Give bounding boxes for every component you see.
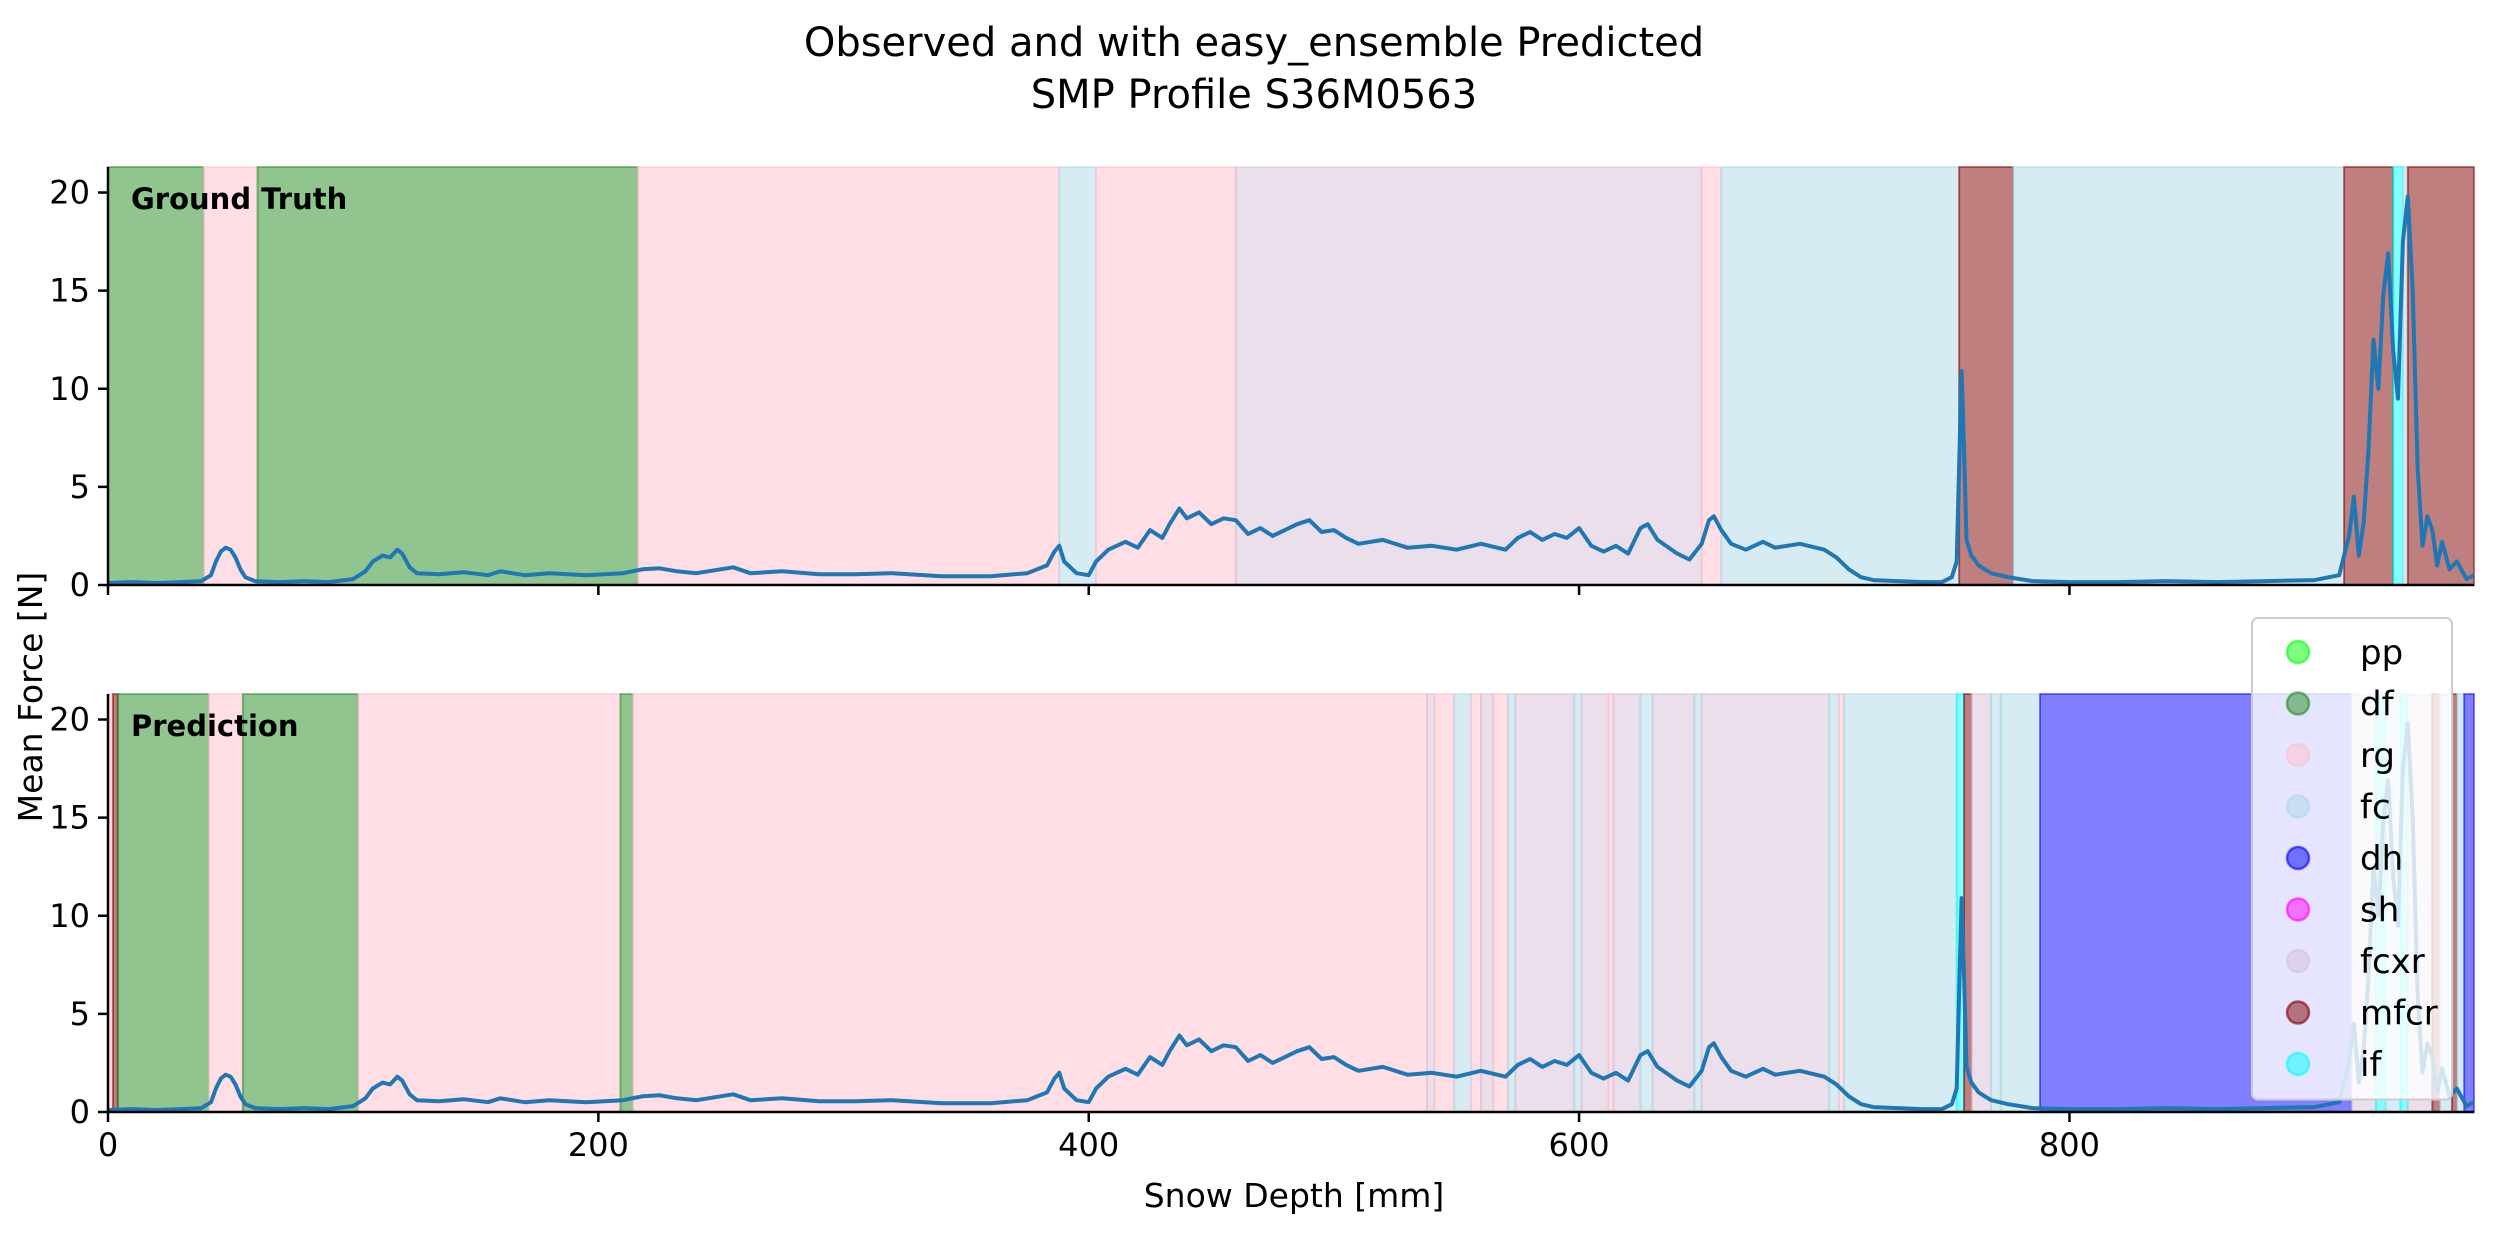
legend-marker-pp <box>2285 639 2311 665</box>
layer-span-fcxr <box>1612 693 1642 1113</box>
layer-span-rg <box>357 693 622 1113</box>
layer-span-fc <box>2455 693 2466 1113</box>
layer-span-fcxr <box>1480 693 1495 1113</box>
layer-span-fc <box>1989 693 2002 1113</box>
legend-label-dh: dh <box>2360 839 2403 879</box>
layer-span-fcxr <box>1234 166 1703 586</box>
y-tick-label: 10 <box>49 370 90 408</box>
layer-span-rg <box>207 693 244 1113</box>
layer-span-rg <box>1492 693 1509 1113</box>
y-tick-label: 10 <box>49 897 90 935</box>
legend-label-if: if <box>2360 1045 2382 1085</box>
layer-span-fcxr <box>1514 693 1576 1113</box>
legend-label-pp: pp <box>2360 633 2403 673</box>
y-tick-label: 20 <box>49 701 90 739</box>
panel-label: Prediction <box>131 709 299 743</box>
legend-label-fcxr: fcxr <box>2360 942 2425 982</box>
x-axis-title: Snow Depth [mm] <box>1144 1176 1445 1215</box>
layer-span-fcxr <box>1651 693 1696 1113</box>
legend-marker-fc <box>2285 794 2311 819</box>
legend-marker-sh <box>2285 897 2311 922</box>
force-signal-line <box>107 194 2475 585</box>
x-tick-label: 800 <box>2039 1126 2100 1164</box>
layer-span-df <box>107 166 205 586</box>
layer-span-fcxr <box>1426 693 1436 1113</box>
legend-marker-rg <box>2285 742 2311 768</box>
layer-span-rg <box>1433 693 1456 1113</box>
layer-span-fc <box>1720 166 1961 586</box>
layer-span-fc <box>1999 693 2042 1113</box>
layer-span-mfcr <box>1958 166 2015 586</box>
legend-marker-dh <box>2285 845 2311 871</box>
layer-span-df <box>256 166 639 586</box>
layer-span-df <box>116 693 210 1113</box>
layer-span-fcxr <box>1700 693 1831 1113</box>
y-tick-label: 0 <box>70 1093 90 1131</box>
y-tick-label: 20 <box>49 174 90 212</box>
legend-label-df: df <box>2360 685 2395 725</box>
x-tick-label: 600 <box>1549 1126 1610 1164</box>
chart-subtitle: SMP Profile S36M0563 <box>1031 72 1477 118</box>
legend-label-mfcr: mfcr <box>2360 994 2438 1034</box>
chart-title: Observed and with easy_ensemble Predicte… <box>804 20 1704 66</box>
layer-span-fc <box>1842 693 1958 1113</box>
legend-marker-if <box>2285 1051 2311 1077</box>
force-signal-line <box>107 721 2475 1112</box>
legend-marker-mfcr <box>2285 1000 2311 1025</box>
legend-marker-df <box>2285 691 2311 716</box>
y-tick-label: 0 <box>70 566 90 604</box>
y-tick-label: 15 <box>49 799 90 837</box>
layer-span-rg <box>631 693 1429 1113</box>
panel-ground-truth: 0 5 10 15 20 Ground Truth <box>49 166 2475 604</box>
layer-span-fc <box>1639 693 1654 1113</box>
layer-span-rg <box>202 166 259 586</box>
panel-label: Ground Truth <box>131 182 347 216</box>
y-tick-label: 5 <box>70 995 90 1033</box>
legend-label-sh: sh <box>2360 891 2399 931</box>
layer-span-fc <box>1058 166 1098 586</box>
legend-label-rg: rg <box>2360 736 2395 776</box>
layer-span-df <box>619 693 634 1113</box>
layer-span-fcxr <box>1580 693 1610 1113</box>
legend-label-fc: fc <box>2360 788 2391 828</box>
x-tick-label: 0 <box>98 1126 118 1164</box>
layer-span-mfcr <box>2406 166 2475 586</box>
y-tick-label: 5 <box>70 468 90 506</box>
layer-span-dh <box>2463 693 2475 1113</box>
layer-span-fc <box>1506 693 1517 1113</box>
y-axis-title: Mean Force [N] <box>11 572 50 823</box>
legend-marker-fcxr <box>2285 948 2311 974</box>
layer-spans <box>107 166 2475 586</box>
layer-span-fc <box>1693 693 1703 1113</box>
layer-span-rg <box>636 166 1061 586</box>
legend: pp df rg fc dh sh fcxr mfcr if <box>2251 617 2453 1101</box>
legend-box <box>2251 617 2453 1101</box>
layer-span-fc <box>1453 693 1473 1113</box>
layer-span-fcxr <box>1970 693 1992 1113</box>
layer-span-rg <box>1470 693 1483 1113</box>
layer-span-fc <box>1828 693 1840 1113</box>
layer-spans <box>107 693 2475 1113</box>
layer-span-fc <box>2012 166 2346 586</box>
x-tick-label: 200 <box>568 1126 629 1164</box>
layer-span-fc <box>1573 693 1583 1113</box>
layer-span-df <box>241 693 360 1113</box>
y-tick-label: 15 <box>49 272 90 310</box>
x-tick-label: 400 <box>1058 1126 1119 1164</box>
layer-span-rg <box>1095 166 1237 586</box>
